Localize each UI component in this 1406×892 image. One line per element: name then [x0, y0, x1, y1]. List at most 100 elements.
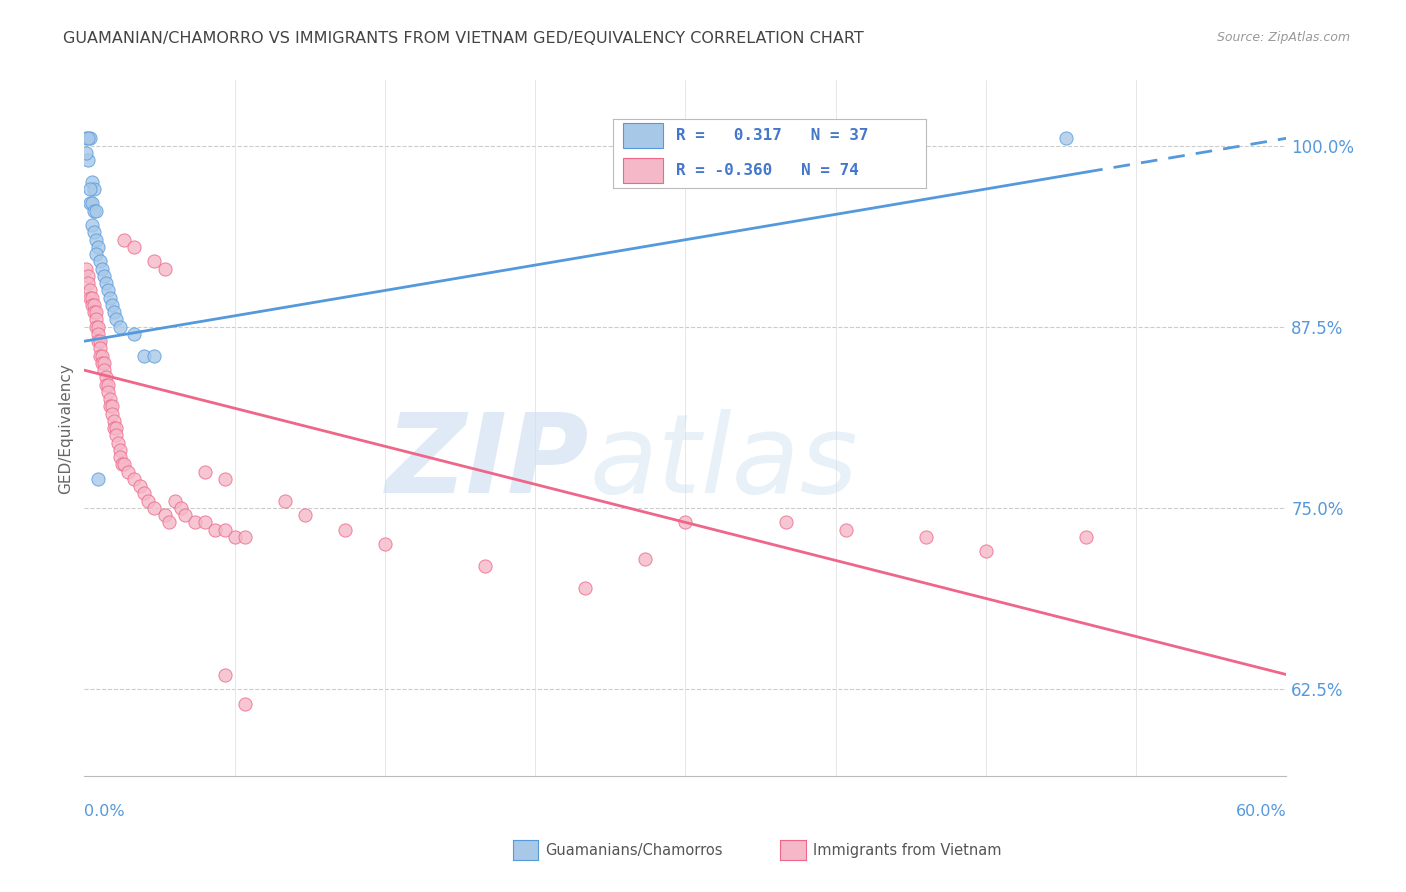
Point	[124, 472, 146, 486]
Point	[183, 516, 205, 530]
Point	[114, 458, 135, 472]
Point	[89, 254, 111, 268]
Point	[82, 196, 104, 211]
Point	[96, 370, 118, 384]
Point	[79, 284, 101, 298]
Point	[105, 312, 128, 326]
Point	[233, 530, 256, 544]
Point	[374, 537, 396, 551]
Point	[101, 400, 124, 414]
Point	[86, 305, 108, 319]
Point	[97, 384, 120, 399]
Point	[86, 247, 108, 261]
Point	[82, 298, 104, 312]
Bar	[623, 123, 664, 148]
Point	[153, 508, 176, 522]
Text: 0.0%: 0.0%	[84, 805, 125, 819]
Point	[89, 349, 111, 363]
Point	[86, 203, 108, 218]
Point	[101, 407, 124, 421]
Point	[86, 319, 108, 334]
Point	[77, 153, 100, 167]
Point	[107, 435, 129, 450]
Point	[194, 465, 217, 479]
Point	[169, 500, 191, 515]
Point	[87, 240, 110, 254]
Point	[100, 400, 122, 414]
Point	[110, 450, 132, 464]
Point	[124, 240, 146, 254]
Point	[82, 175, 104, 189]
Text: ZIP: ZIP	[385, 409, 589, 516]
Y-axis label: GED/Equivalency: GED/Equivalency	[58, 363, 73, 493]
Point	[83, 203, 105, 218]
Point	[87, 472, 110, 486]
Point	[157, 516, 180, 530]
Point	[105, 421, 128, 435]
Point	[111, 458, 134, 472]
Point	[75, 131, 97, 145]
Point	[1054, 131, 1077, 145]
Point	[153, 261, 176, 276]
Point	[294, 508, 316, 522]
Point	[97, 377, 120, 392]
Point	[87, 334, 110, 349]
Point	[83, 182, 105, 196]
Point	[105, 428, 128, 442]
Point	[97, 284, 120, 298]
Point	[87, 319, 110, 334]
Point	[163, 493, 186, 508]
Point	[100, 392, 122, 407]
Point	[915, 530, 938, 544]
Point	[129, 479, 152, 493]
Point	[86, 233, 108, 247]
Point	[143, 349, 166, 363]
Point	[91, 261, 114, 276]
Text: R =   0.317   N = 37: R = 0.317 N = 37	[676, 128, 869, 143]
Point	[214, 667, 236, 681]
Point	[233, 697, 256, 711]
Point	[333, 523, 356, 537]
Text: Immigrants from Vietnam: Immigrants from Vietnam	[813, 843, 1001, 857]
Text: GUAMANIAN/CHAMORRO VS IMMIGRANTS FROM VIETNAM GED/EQUIVALENCY CORRELATION CHART: GUAMANIAN/CHAMORRO VS IMMIGRANTS FROM VI…	[63, 31, 865, 46]
Point	[89, 334, 111, 349]
Point	[204, 523, 226, 537]
Point	[1076, 530, 1098, 544]
Point	[974, 544, 997, 558]
Point	[110, 442, 132, 457]
Point	[124, 326, 146, 341]
Point	[117, 465, 139, 479]
Point	[79, 196, 101, 211]
Point	[224, 530, 246, 544]
Point	[83, 305, 105, 319]
Point	[103, 421, 125, 435]
Text: atlas: atlas	[589, 409, 858, 516]
Point	[114, 233, 135, 247]
Point	[93, 268, 115, 283]
Point	[214, 472, 236, 486]
Text: 60.0%: 60.0%	[1236, 805, 1286, 819]
Point	[103, 305, 125, 319]
Point	[574, 581, 596, 595]
Point	[143, 500, 166, 515]
Point	[75, 145, 97, 160]
Point	[77, 276, 100, 290]
Point	[101, 298, 124, 312]
Point	[835, 523, 858, 537]
Point	[91, 349, 114, 363]
Point	[134, 349, 156, 363]
Point	[96, 276, 118, 290]
Point	[89, 342, 111, 356]
Point	[86, 312, 108, 326]
Point	[194, 516, 217, 530]
Point	[79, 131, 101, 145]
Point	[79, 291, 101, 305]
Text: Source: ZipAtlas.com: Source: ZipAtlas.com	[1216, 31, 1350, 45]
Point	[79, 182, 101, 196]
Text: Guamanians/Chamorros: Guamanians/Chamorros	[546, 843, 723, 857]
Point	[173, 508, 195, 522]
Text: R = -0.360   N = 74: R = -0.360 N = 74	[676, 162, 859, 178]
Point	[91, 356, 114, 370]
Point	[77, 131, 100, 145]
Point	[775, 516, 797, 530]
